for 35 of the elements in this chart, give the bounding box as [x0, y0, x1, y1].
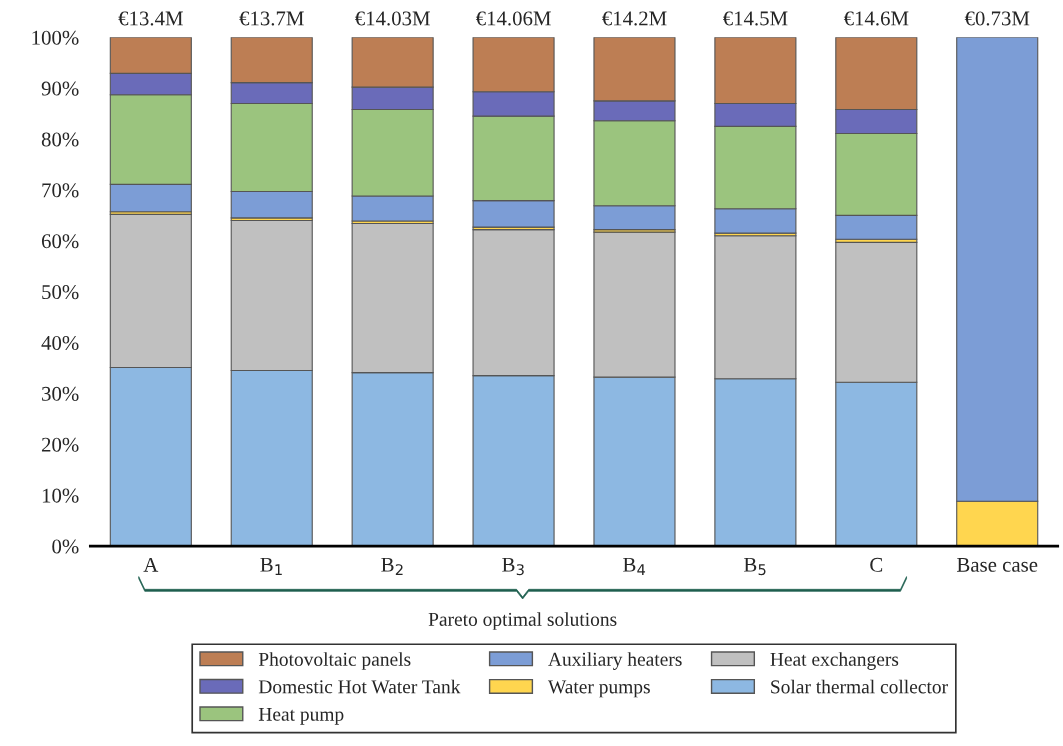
annotation: €14.5M — [723, 11, 788, 26]
legend-label: Photovoltaic panels — [258, 652, 411, 670]
x-tick-label: B$_{1}$ — [260, 557, 282, 575]
y-tick-label: 80% — [41, 132, 79, 147]
legend-label: Solar thermal collector — [771, 679, 948, 694]
y-tick-label: 0% — [52, 539, 79, 554]
y-tick-label: 30% — [42, 386, 79, 401]
legend-label: Auxiliary heaters — [548, 652, 682, 670]
annotation: €13.4M — [118, 11, 183, 26]
x-tick-label: Base case — [957, 558, 1038, 572]
annotation: €14.06M — [475, 11, 551, 26]
y-tick-label: 60% — [41, 234, 79, 249]
x-tick-label: C — [870, 557, 883, 572]
legend-label: Water pumps — [547, 680, 650, 698]
y-tick-label: 70% — [42, 183, 79, 198]
x-tick-label: B$_{4}$ — [623, 557, 646, 575]
y-tick-label: 50% — [42, 285, 79, 300]
legend-label: Heat exchangers — [770, 652, 899, 670]
annotation: €14.6M — [843, 11, 909, 26]
legend-label: Heat pump — [258, 707, 344, 725]
x-tick-label: A — [143, 557, 159, 572]
text: Pareto optimal solutions — [428, 612, 617, 630]
y-tick-label: 20% — [41, 437, 79, 452]
x-tick-label: B$_{5}$ — [744, 557, 766, 576]
y-tick-label: 90% — [41, 81, 79, 96]
y-tick-label: 10% — [42, 488, 79, 503]
x-tick-label: B$_{2}$ — [381, 557, 403, 575]
annotation: €14.2M — [602, 11, 667, 26]
y-tick-label: 100% — [32, 30, 79, 45]
x-tick-label: B$_{3}$ — [502, 557, 524, 576]
legend-label: Domestic Hot Water Tank — [258, 679, 461, 694]
y-tick-label: 40% — [41, 335, 79, 351]
annotation: €14.03M — [355, 11, 430, 26]
annotation: €0.73M — [964, 11, 1030, 26]
annotation: €13.7M — [239, 11, 304, 26]
